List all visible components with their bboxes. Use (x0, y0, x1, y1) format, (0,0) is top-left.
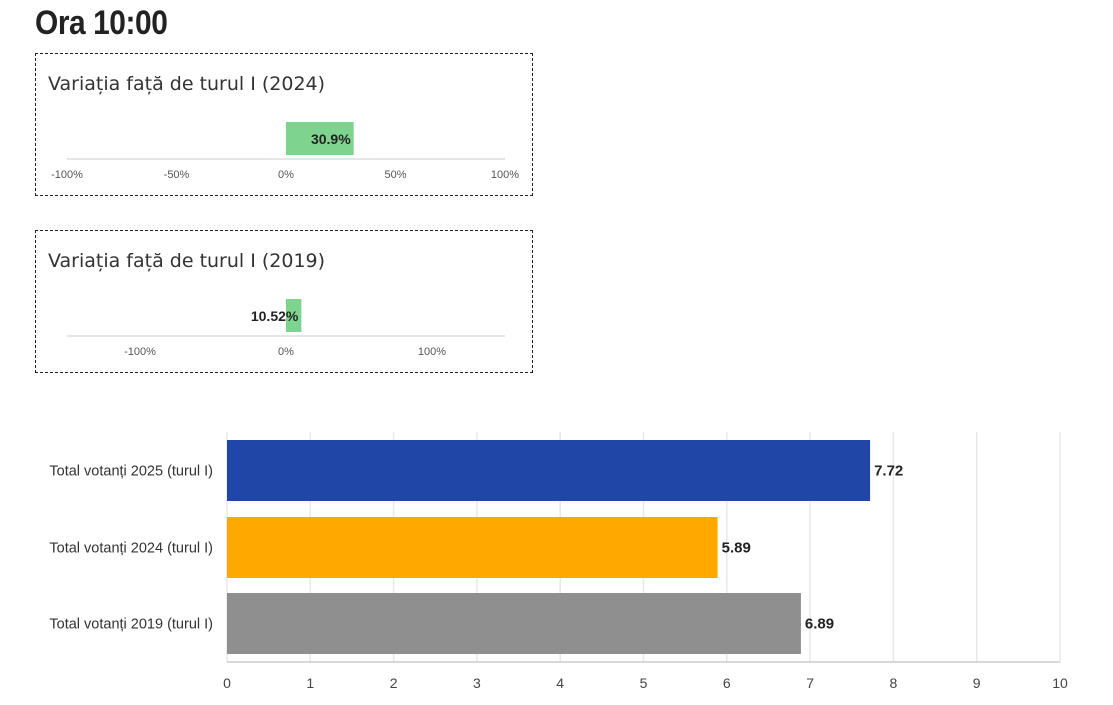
bar (227, 517, 718, 578)
x-tick-label: 3 (473, 675, 481, 691)
variation-bar (286, 299, 302, 332)
x-tick-label: 0% (278, 346, 294, 358)
variation-card-2024: Variația față de turul I (2024) -100% -50… (35, 53, 533, 196)
bar-value-label: 6.89 (805, 616, 834, 633)
x-tick-label: -50% (164, 169, 190, 181)
x-tick-label: 7 (806, 675, 814, 691)
variation-card-2019: Variația față de turul I (2019) -100% 0% 1… (35, 230, 533, 373)
variation-chart-title: Variația față de turul I (2019) (48, 250, 326, 272)
x-tick-label: 0% (278, 169, 294, 181)
x-tick-label: 4 (556, 675, 564, 691)
variation-chart-2024: -100% -50% 0% 50% 100% 30.9% (51, 122, 519, 181)
bar-value-label: 7.72 (874, 463, 903, 480)
variation-chart-title: Variația față de turul I (2024) (48, 73, 326, 95)
x-tick-label: 0 (223, 675, 231, 691)
x-tick-label: 1 (306, 675, 314, 691)
x-tick-label: -100% (51, 169, 83, 181)
x-tick-label: 8 (890, 675, 898, 691)
bar-value-label: 10.52% (251, 308, 299, 324)
x-tick-label: 5 (640, 675, 648, 691)
variation-bar (286, 122, 354, 155)
x-tick-label: 10 (1052, 675, 1068, 691)
x-tick-label: 6 (723, 675, 731, 691)
bar-value-label: 5.89 (722, 540, 751, 557)
variation-chart-2019: -100% 0% 100% 10.52% (67, 299, 505, 358)
bar-value-label: 30.9% (311, 131, 351, 147)
x-tick-label: 9 (973, 675, 981, 691)
x-tick-label: 50% (384, 169, 406, 181)
x-tick-label: -100% (124, 346, 156, 358)
x-tick-label: 2 (390, 675, 398, 691)
x-tick-label: 100% (418, 346, 446, 358)
category-label: Total votanți 2024 (turul I) (49, 541, 213, 557)
x-tick-label: 100% (491, 169, 519, 181)
bar (227, 593, 801, 654)
voters-bar-chart: 0 1 2 3 4 5 6 7 8 9 10 7.72 Total votanți 2025 (turu… (49, 432, 1068, 691)
category-label: Total votanți 2025 (turul I) (49, 464, 213, 480)
bar (227, 440, 871, 501)
page-title: Ora 10:00 (35, 4, 168, 42)
category-label: Total votanți 2019 (turul I) (49, 617, 213, 633)
